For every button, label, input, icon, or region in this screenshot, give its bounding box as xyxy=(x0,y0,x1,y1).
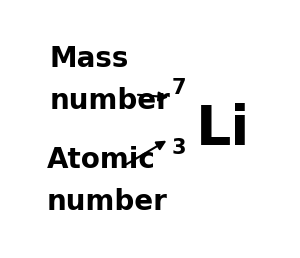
Text: 3: 3 xyxy=(171,138,186,158)
Text: number: number xyxy=(47,188,168,216)
Text: Mass: Mass xyxy=(49,45,128,73)
Text: Atomic: Atomic xyxy=(47,146,156,174)
Text: Li: Li xyxy=(196,103,250,157)
Text: number: number xyxy=(49,87,170,115)
Text: 7: 7 xyxy=(171,77,186,98)
